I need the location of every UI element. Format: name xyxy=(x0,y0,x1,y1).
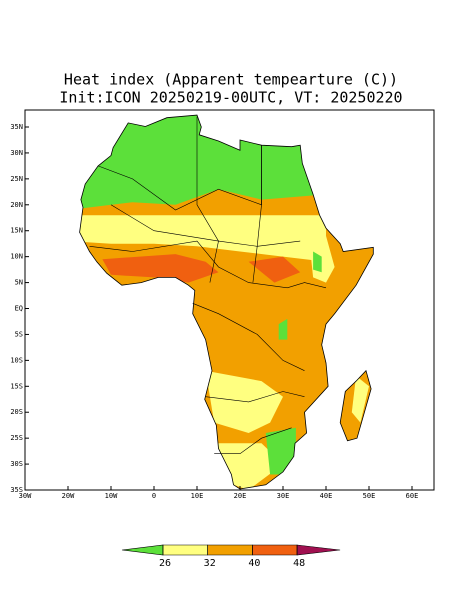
map-subtitle: Init:ICON 20250219-00UTC, VT: 20250220 xyxy=(59,89,402,107)
lat-tick-label: 30S xyxy=(10,460,23,468)
lon-tick-label: 10E xyxy=(191,492,204,500)
lon-tick-label: 0 xyxy=(152,492,156,500)
lon-tick-label: 30E xyxy=(277,492,290,500)
lat-tick-label: 20S xyxy=(10,408,23,416)
border xyxy=(192,303,305,371)
map-title: Heat index (Apparent tempearture (C)) xyxy=(64,71,398,89)
border xyxy=(205,391,305,403)
coastlines xyxy=(79,114,374,490)
colorbar-label: 40 xyxy=(248,558,260,569)
lon-tick-label: 30W xyxy=(19,492,32,500)
colorbar-label: 48 xyxy=(293,558,305,569)
heat-region xyxy=(278,318,288,340)
heat-region xyxy=(265,427,296,475)
lat-tick-label: 35N xyxy=(10,123,23,131)
heat-region xyxy=(218,443,283,489)
border xyxy=(252,145,262,283)
lat-tick-label: 35S xyxy=(10,486,23,494)
lat-tick-label: 25S xyxy=(10,434,23,442)
border xyxy=(214,427,292,454)
colorbar-swatch xyxy=(121,544,164,556)
heat-region xyxy=(79,215,326,262)
axis-ticks: 35N 30N 25N 20N 15N 10N 5N EQ 5S 10S 15S 20S 25S 30S 3… xyxy=(10,123,418,500)
heat-region xyxy=(248,256,301,283)
lat-tick-label: 30N xyxy=(10,149,23,157)
coastline xyxy=(79,114,374,490)
lat-tick-label: 10S xyxy=(10,356,23,364)
colorbar-label: 32 xyxy=(204,558,216,569)
lat-tick-label: 15S xyxy=(10,382,23,390)
colorbar-swatch xyxy=(162,544,208,556)
colorbar: 26 32 40 48 xyxy=(121,544,341,569)
colorbar-swatch xyxy=(207,544,253,556)
colorbar-label: 26 xyxy=(159,558,171,569)
lat-tick-label: 5S xyxy=(15,330,23,338)
colorbar-swatch xyxy=(252,544,298,556)
lat-tick-label: 20N xyxy=(10,201,23,209)
border xyxy=(196,116,219,283)
lon-tick-label: 20W xyxy=(62,492,75,500)
colorbar-swatch xyxy=(296,544,341,556)
lat-tick-label: 10N xyxy=(10,253,23,261)
lon-tick-label: 10W xyxy=(105,492,118,500)
heat-region xyxy=(313,251,322,273)
lon-tick-label: 20E xyxy=(234,492,247,500)
lat-tick-label: 5N xyxy=(15,279,23,287)
heat-region xyxy=(102,254,219,283)
lat-tick-label: 15N xyxy=(10,227,23,235)
heat-region xyxy=(351,375,369,423)
heat-region xyxy=(205,370,283,433)
lon-tick-label: 60E xyxy=(406,492,419,500)
lat-tick-label: 25N xyxy=(10,175,23,183)
border xyxy=(89,240,327,289)
lat-tick-label: EQ xyxy=(15,305,23,313)
lon-tick-label: 50E xyxy=(363,492,376,500)
lon-tick-label: 40E xyxy=(320,492,333,500)
